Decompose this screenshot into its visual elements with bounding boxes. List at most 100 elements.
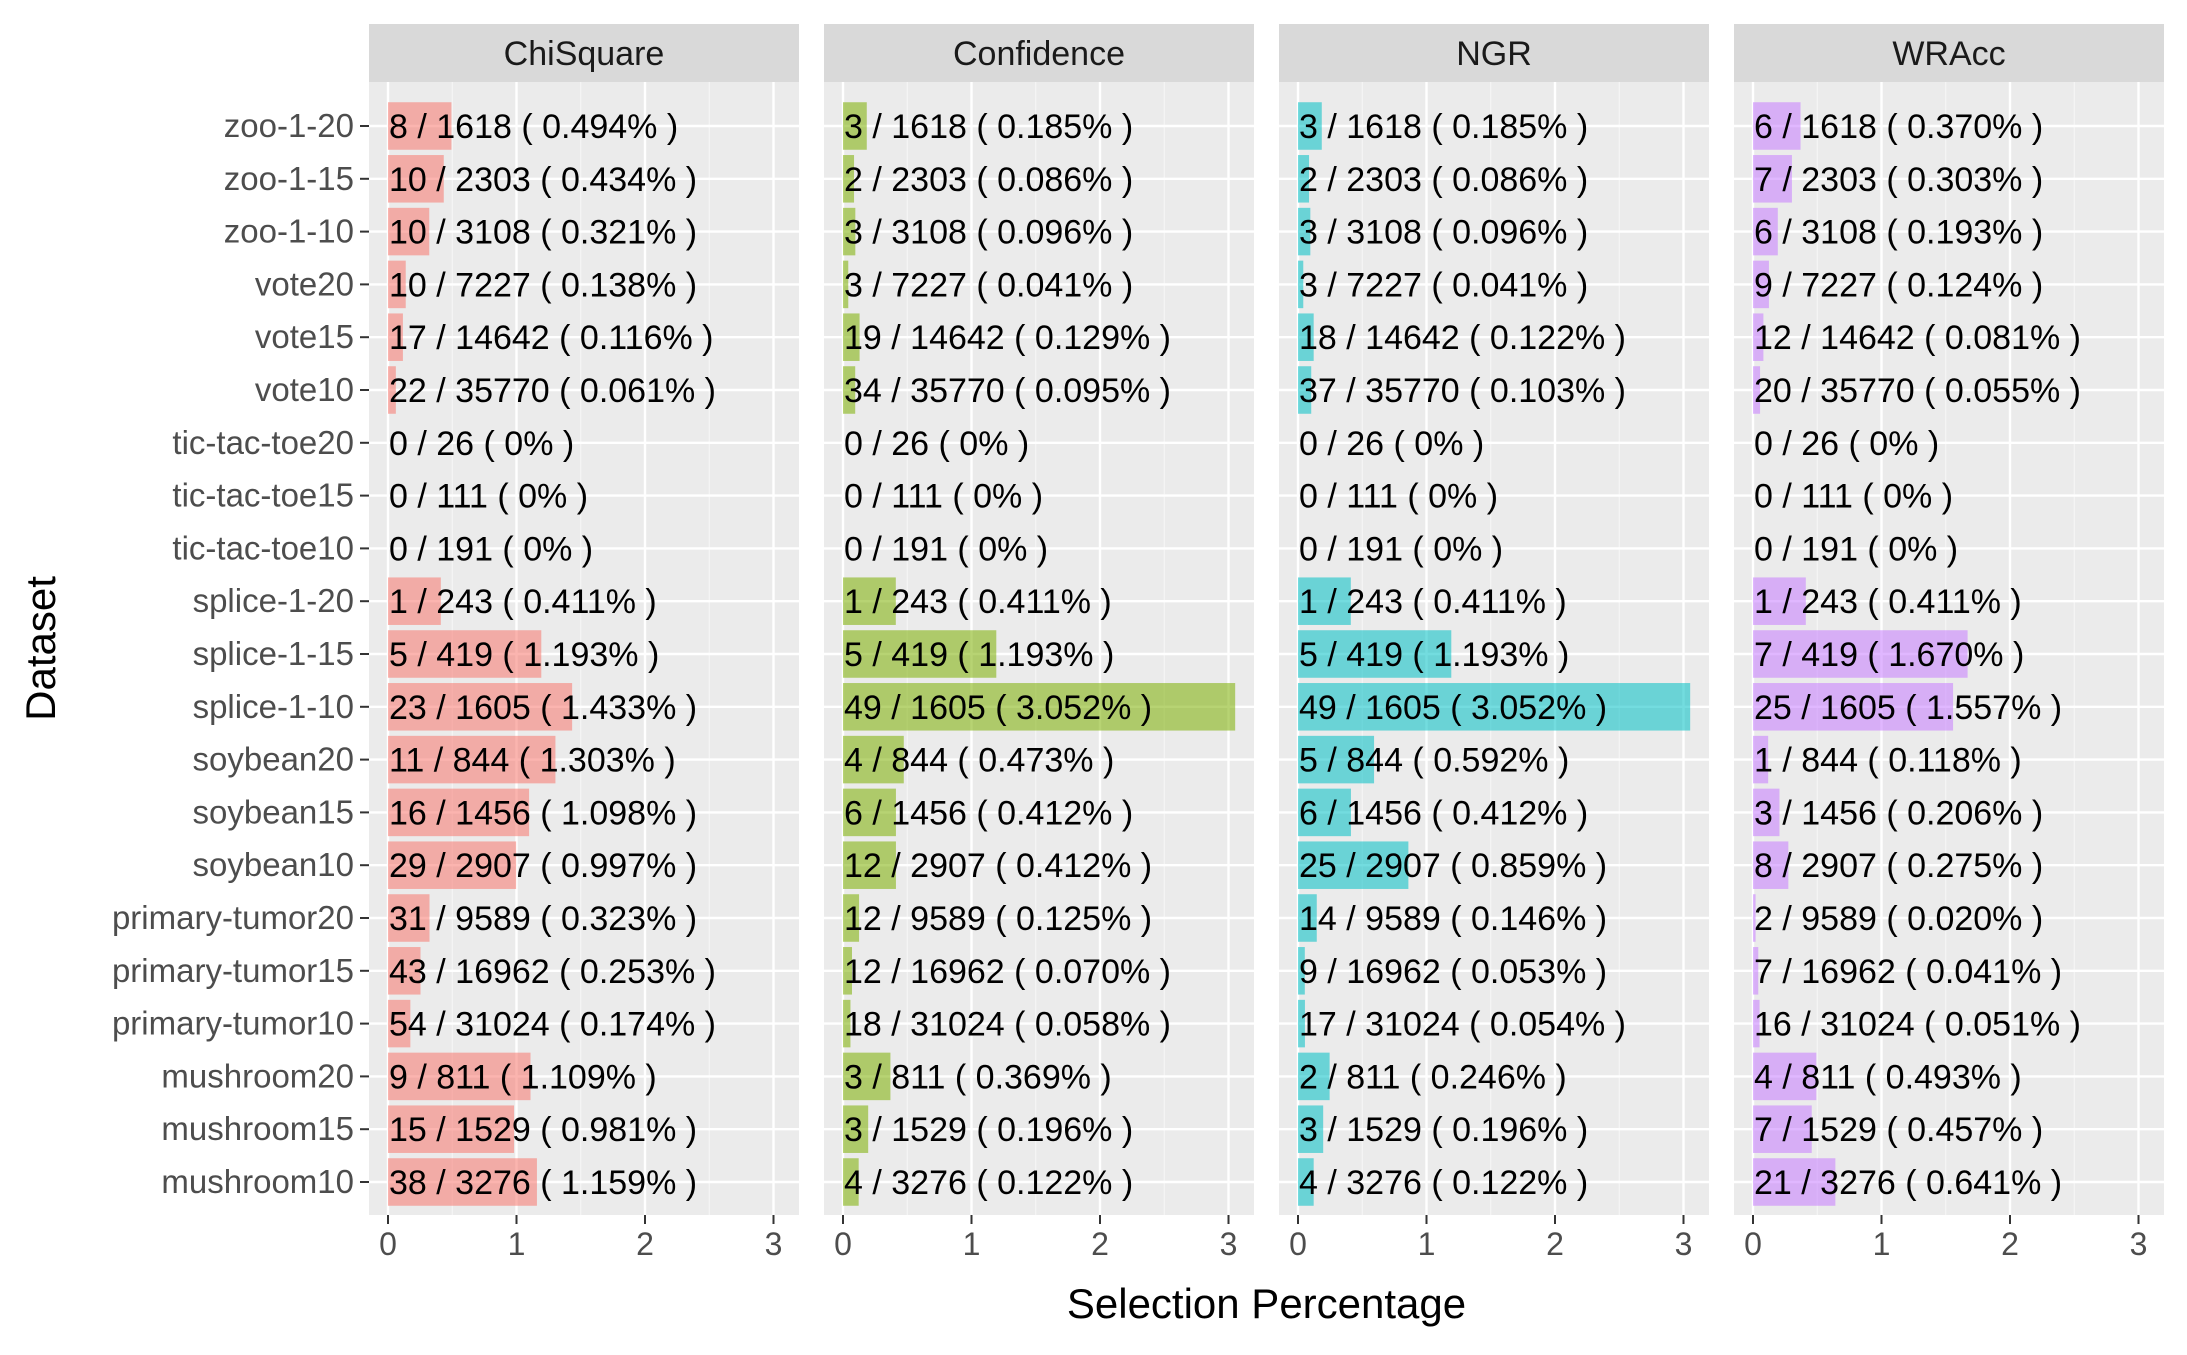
bar-ngr-zoo-1-15 <box>1298 155 1310 203</box>
bar-chisquare-splice-1-15 <box>388 630 542 678</box>
y-tick-label: soybean15 <box>193 793 354 830</box>
bar-label: 6 / 3108 ( 0.193% ) <box>1754 214 2043 252</box>
bar-label: 1 / 243 ( 0.411% ) <box>1299 583 1567 621</box>
bar-label: 3 / 1618 ( 0.185% ) <box>1299 108 1588 146</box>
y-tick-label: tic-tac-toe20 <box>172 424 354 461</box>
bar-label: 1 / 243 ( 0.411% ) <box>844 583 1112 621</box>
bar-wracc-zoo-1-10 <box>1753 207 1778 256</box>
x-tick-label: 2 <box>1546 1226 1564 1262</box>
bar-confidence-mushroom20 <box>843 1052 891 1101</box>
bar-ngr-zoo-1-10 <box>1298 207 1311 256</box>
bar-label: 43 / 16962 ( 0.253% ) <box>389 953 716 991</box>
bar-chisquare-zoo-1-10 <box>388 207 430 256</box>
y-tick-label: mushroom20 <box>161 1057 354 1094</box>
x-tick-label: 1 <box>1873 1226 1891 1262</box>
bar-label: 0 / 26 ( 0% ) <box>844 425 1029 463</box>
bar-wracc-vote20 <box>1753 260 1769 309</box>
bar-chisquare-zoo-1-15 <box>388 155 444 203</box>
bar-ngr-primary-tumor20 <box>1298 894 1317 942</box>
bar-label: 7 / 2303 ( 0.303% ) <box>1754 161 2043 199</box>
y-tick-label: mushroom10 <box>161 1163 354 1200</box>
bar-label: 9 / 16962 ( 0.053% ) <box>1299 953 1607 991</box>
bar-ngr-mushroom20 <box>1298 1052 1330 1101</box>
bar-label: 4 / 3276 ( 0.122% ) <box>844 1164 1133 1202</box>
bar-confidence-zoo-1-10 <box>843 207 856 256</box>
bar-label: 2 / 2303 ( 0.086% ) <box>1299 161 1588 199</box>
bar-ngr-mushroom15 <box>1298 1105 1324 1153</box>
bar-wracc-mushroom20 <box>1753 1052 1817 1101</box>
bar-label: 9 / 7227 ( 0.124% ) <box>1754 266 2043 304</box>
bar-confidence-splice-1-15 <box>843 630 997 678</box>
bar-label: 31 / 9589 ( 0.323% ) <box>389 900 697 938</box>
y-axis-title: Dataset <box>17 576 64 721</box>
bar-confidence-primary-tumor20 <box>843 894 860 942</box>
bar-ngr-soybean10 <box>1298 841 1409 889</box>
bar-chisquare-mushroom15 <box>388 1105 515 1153</box>
y-tick-label: vote15 <box>255 318 354 355</box>
bar-label: 37 / 35770 ( 0.103% ) <box>1299 372 1626 410</box>
x-tick-label: 3 <box>765 1226 783 1262</box>
bar-label: 3 / 1529 ( 0.196% ) <box>1299 1111 1588 1149</box>
bar-label: 5 / 844 ( 0.592% ) <box>1299 742 1569 780</box>
bar-ngr-splice-1-15 <box>1298 630 1452 678</box>
facet-strip-label: WRAcc <box>1892 35 2005 73</box>
bar-chisquare-vote20 <box>388 260 406 309</box>
facet-strip <box>369 24 799 82</box>
bar-ngr-primary-tumor15 <box>1298 947 1305 995</box>
y-tick-label: zoo-1-15 <box>224 160 354 197</box>
bar-ngr-mushroom10 <box>1298 1158 1314 1206</box>
bar-ngr-splice-1-10 <box>1298 683 1691 731</box>
bar-wracc-soybean15 <box>1753 788 1780 837</box>
bar-label: 0 / 111 ( 0% ) <box>1754 478 1953 516</box>
y-tick-label: vote20 <box>255 265 354 302</box>
facet-panel-wracc: WRAcc 6 / 1618 ( 0.370% ) 7 / 2303 ( 0.303… <box>1734 24 2164 1262</box>
y-tick-label: tic-tac-toe15 <box>172 477 354 514</box>
bar-label: 7 / 16962 ( 0.041% ) <box>1754 953 2062 991</box>
bar-label: 1 / 243 ( 0.411% ) <box>1754 583 2022 621</box>
bar-wracc-splice-1-10 <box>1753 683 1954 731</box>
bar-label: 17 / 14642 ( 0.116% ) <box>389 319 713 357</box>
x-tick-label: 3 <box>1675 1226 1693 1262</box>
bar-ngr-primary-tumor10 <box>1298 999 1305 1048</box>
bar-label: 29 / 2907 ( 0.997% ) <box>389 847 697 885</box>
bar-wracc-vote10 <box>1753 366 1761 414</box>
bar-label: 16 / 1456 ( 1.098% ) <box>389 794 697 832</box>
bar-label: 12 / 2907 ( 0.412% ) <box>844 847 1152 885</box>
y-tick-label: splice-1-20 <box>193 582 354 619</box>
bar-confidence-vote10 <box>843 366 856 414</box>
facet-panel-ngr: NGR 3 / 1618 ( 0.185% ) 2 / 2303 ( 0.086% … <box>1279 24 1709 1262</box>
bar-label: 0 / 26 ( 0% ) <box>389 425 574 463</box>
bar-label: 6 / 1618 ( 0.370% ) <box>1754 108 2043 146</box>
facet-strip-label: NGR <box>1456 35 1532 73</box>
bar-label: 0 / 191 ( 0% ) <box>1299 530 1503 568</box>
bar-wracc-zoo-1-15 <box>1753 155 1792 203</box>
y-tick-label: vote10 <box>255 371 354 408</box>
bar-label: 11 / 844 ( 1.303% ) <box>389 742 676 780</box>
x-tick-label: 1 <box>508 1226 526 1262</box>
bar-label: 7 / 419 ( 1.670% ) <box>1754 636 2024 674</box>
bar-label: 4 / 3276 ( 0.122% ) <box>1299 1164 1588 1202</box>
y-tick-label: splice-1-15 <box>193 635 354 672</box>
bar-ngr-vote20 <box>1298 260 1304 309</box>
facet-panel-confidence: Confidence 3 / 1618 ( 0.185% ) 2 / 2303 ( … <box>824 24 1254 1262</box>
bar-label: 17 / 31024 ( 0.054% ) <box>1299 1006 1626 1044</box>
bar-chisquare-mushroom20 <box>388 1052 531 1101</box>
x-tick-label: 0 <box>1744 1226 1762 1262</box>
y-tick-label: primary-tumor15 <box>112 952 354 989</box>
bar-confidence-vote15 <box>843 313 860 361</box>
bar-label: 3 / 1618 ( 0.185% ) <box>844 108 1133 146</box>
bar-label: 49 / 1605 ( 3.052% ) <box>1299 689 1607 727</box>
bar-chisquare-primary-tumor20 <box>388 894 430 942</box>
bar-wracc-primary-tumor10 <box>1753 999 1760 1048</box>
bar-chisquare-soybean20 <box>388 735 556 784</box>
bar-wracc-mushroom15 <box>1753 1105 1812 1153</box>
bar-label: 18 / 14642 ( 0.122% ) <box>1299 319 1626 357</box>
bar-label: 3 / 1456 ( 0.206% ) <box>1754 794 2043 832</box>
bar-label: 8 / 2907 ( 0.275% ) <box>1754 847 2043 885</box>
bar-label: 3 / 3108 ( 0.096% ) <box>1299 214 1588 252</box>
bar-wracc-splice-1-20 <box>1753 577 1806 625</box>
bar-label: 2 / 811 ( 0.246% ) <box>1299 1058 1567 1096</box>
bar-ngr-splice-1-20 <box>1298 577 1351 625</box>
bar-label: 5 / 419 ( 1.193% ) <box>389 636 659 674</box>
